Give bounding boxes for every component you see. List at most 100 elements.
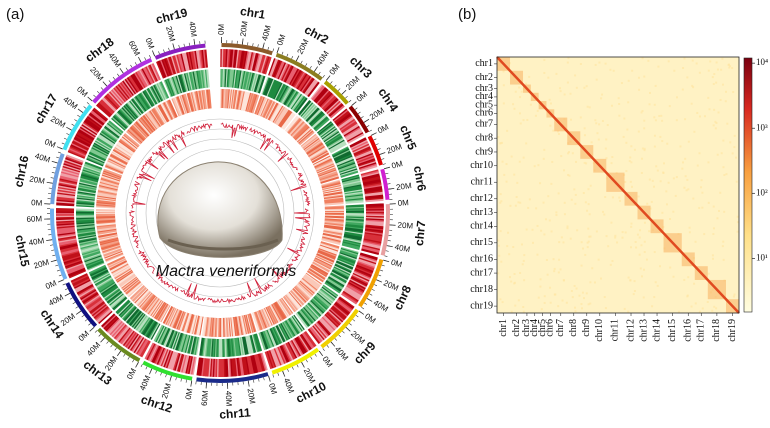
heatmap-noise	[641, 109, 644, 112]
heatmap-noise	[555, 211, 558, 214]
track-stripe	[89, 301, 106, 315]
heatmap-noise	[519, 122, 522, 125]
track-stripe	[311, 114, 327, 129]
track-stripe	[361, 174, 380, 181]
minor-tick	[175, 377, 177, 381]
density-line	[293, 208, 311, 235]
track-stripe	[351, 141, 369, 151]
heatmap-noise	[733, 146, 736, 149]
track-stripe	[261, 77, 270, 95]
track-stripe	[362, 242, 381, 249]
minor-tick	[77, 114, 81, 118]
heatmap-noise	[643, 149, 646, 152]
track-stripe	[316, 292, 332, 306]
heatmap-noise	[604, 147, 607, 150]
track-stripe	[365, 218, 384, 222]
track-stripe	[342, 241, 361, 248]
track-stripe	[123, 331, 136, 347]
track-stripe	[89, 265, 107, 276]
track-stripe	[93, 305, 109, 319]
heatmap-noise	[557, 305, 560, 308]
track-stripe	[344, 227, 364, 232]
track-stripe	[185, 335, 192, 354]
track-stripe	[169, 77, 178, 96]
heatmap-noise	[721, 57, 724, 60]
track-stripe	[311, 85, 325, 101]
minor-tick	[281, 51, 284, 55]
track-stripe	[62, 164, 81, 172]
track-stripe	[234, 49, 239, 68]
track-stripe	[300, 308, 314, 324]
track-stripe	[333, 303, 349, 317]
heatmap-noise	[667, 60, 670, 63]
track-stripe	[321, 94, 336, 110]
track-stripe	[332, 268, 350, 279]
track-stripe	[323, 314, 338, 330]
minor-tick	[334, 338, 338, 341]
track-stripe	[197, 70, 203, 89]
track-stripe	[166, 57, 175, 75]
track-stripe	[354, 148, 372, 158]
track-stripe	[103, 315, 118, 330]
track-stripe	[188, 51, 195, 70]
track-stripe	[76, 203, 95, 207]
track-stripe	[81, 172, 100, 180]
track-stripe	[341, 176, 360, 184]
track-stripe	[198, 70, 204, 89]
heatmap-noise	[675, 96, 678, 99]
track-stripe	[65, 262, 84, 271]
track-stripe	[225, 358, 229, 377]
track-stripe	[244, 51, 250, 70]
track-stripe	[326, 136, 344, 148]
minor-tick	[71, 123, 75, 126]
minor-tick	[93, 94, 96, 98]
track-stripe	[93, 273, 111, 285]
track-stripe	[134, 96, 147, 112]
major-tick	[151, 50, 156, 57]
track-stripe	[120, 107, 135, 122]
track-stripe	[226, 358, 230, 377]
track-stripe	[76, 222, 95, 226]
heatmap-noise	[609, 263, 612, 266]
track-stripe	[282, 344, 293, 362]
heatmap-noise	[693, 130, 696, 133]
track-stripe	[243, 51, 249, 70]
track-stripe	[323, 97, 339, 112]
heatmap-noise	[623, 307, 626, 310]
track-stripe	[56, 219, 75, 223]
track-stripe	[57, 235, 77, 240]
track-stripe	[255, 333, 263, 352]
track-stripe	[331, 305, 347, 319]
track-stripe	[204, 49, 208, 68]
track-stripe	[298, 131, 315, 146]
track-stripe	[249, 334, 257, 353]
track-stripe	[230, 358, 235, 377]
heatmap-noise	[627, 310, 630, 313]
track-stripe	[88, 153, 106, 163]
track-stripe	[91, 269, 109, 280]
track-stripe	[184, 52, 191, 71]
minor-tick	[55, 264, 59, 267]
heatmap-noise	[536, 109, 539, 112]
row-label: chr10	[470, 160, 493, 171]
track-stripe	[237, 337, 243, 356]
minor-tick	[108, 80, 112, 83]
track-stripe	[200, 49, 205, 69]
heatmap-noise	[574, 310, 577, 313]
track-stripe	[180, 74, 188, 92]
position-tick-label: 40M	[34, 151, 52, 164]
track-stripe	[151, 63, 161, 81]
track-stripe	[239, 70, 245, 89]
heatmap-noise	[552, 129, 555, 132]
track-stripe	[239, 50, 244, 69]
track-stripe	[344, 127, 361, 139]
column-label: chr8	[568, 319, 579, 337]
track-stripe	[253, 333, 261, 352]
track-stripe	[57, 233, 76, 239]
track-stripe	[165, 57, 174, 76]
heatmap-noise	[589, 184, 592, 187]
track-stripe	[118, 82, 132, 99]
track-stripe	[77, 190, 96, 196]
heatmap-noise	[505, 180, 508, 183]
clam-illustration	[157, 161, 283, 258]
